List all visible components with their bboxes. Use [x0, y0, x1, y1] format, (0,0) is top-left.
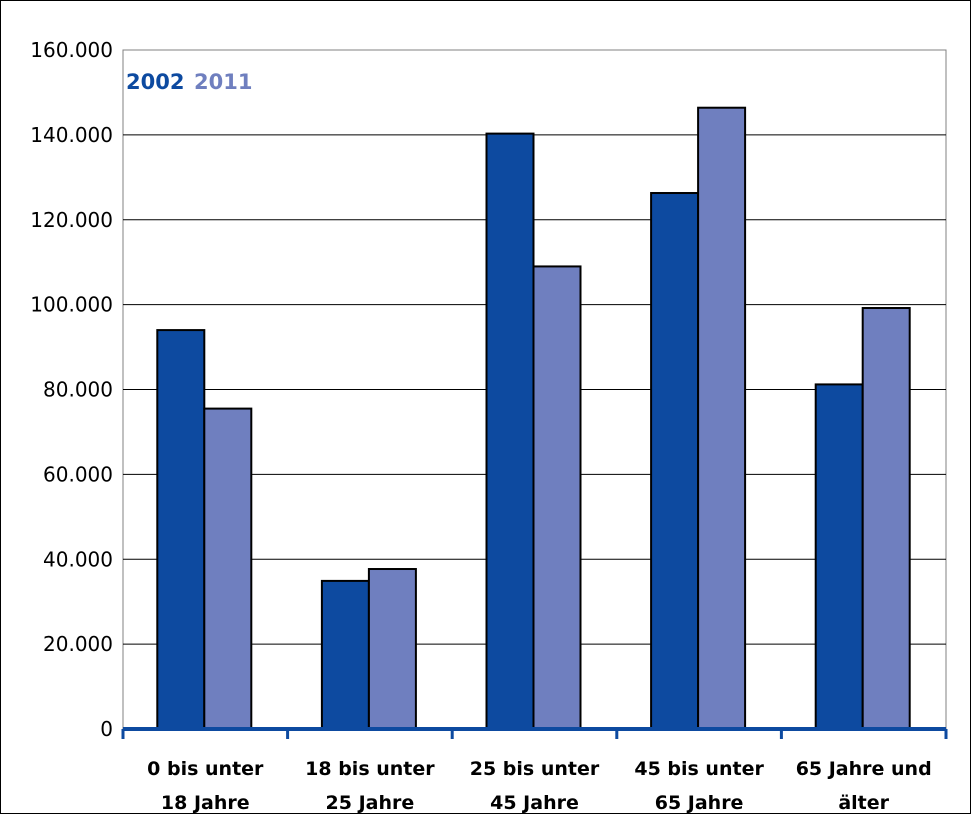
bars — [156, 106, 911, 730]
bar-2002-cat-3 — [485, 132, 535, 730]
bar-2011-cat-5 — [861, 307, 911, 730]
x-category-label: 0 bis unter — [147, 758, 264, 780]
x-category-label: 65 Jahre — [655, 792, 744, 814]
y-tick-label: 60.000 — [43, 462, 113, 486]
bar-2002-cat-2 — [320, 579, 370, 730]
x-category-label: 45 Jahre — [490, 792, 579, 814]
y-tick-label: 40.000 — [43, 547, 113, 571]
x-category-label: 18 bis unter — [305, 758, 435, 780]
x-category-label: 25 bis unter — [470, 758, 600, 780]
x-category-label: 45 bis unter — [634, 758, 764, 780]
x-category-label: älter — [838, 792, 889, 814]
x-category-label: 25 Jahre — [326, 792, 415, 814]
legend-entry-2011: 2011 — [194, 70, 252, 94]
bar-2002-cat-5 — [814, 383, 864, 730]
bar-2011-cat-2 — [367, 568, 417, 730]
bar-2011-cat-1 — [203, 407, 253, 730]
bar-2011-cat-3 — [532, 265, 582, 730]
y-tick-label: 20.000 — [43, 632, 113, 656]
bar-2002-cat-4 — [650, 192, 700, 730]
y-tick-label: 100.000 — [30, 293, 113, 317]
x-category-label: 18 Jahre — [161, 792, 250, 814]
y-tick-label: 120.000 — [30, 208, 113, 232]
x-axis — [121, 727, 948, 739]
y-axis-ticks: 0 20.000 40.000 60.000 80.000 100.000 120.000 1… — [30, 38, 113, 741]
y-tick-label: 160.000 — [30, 38, 113, 62]
y-tick-label: 140.000 — [30, 123, 113, 147]
y-tick-label: 0 — [100, 717, 113, 741]
x-category-label: 65 Jahre und — [796, 758, 932, 780]
legend-entry-2002: 2002 — [126, 70, 184, 94]
bar-2002-cat-1 — [156, 329, 206, 730]
bar-2011-cat-4 — [697, 106, 747, 730]
x-axis-categories: 0 bis unter 18 Jahre 18 bis unter 25 Jahre 2… — [147, 758, 932, 814]
legend: 2002 2011 — [126, 70, 252, 94]
y-tick-label: 80.000 — [43, 378, 113, 402]
